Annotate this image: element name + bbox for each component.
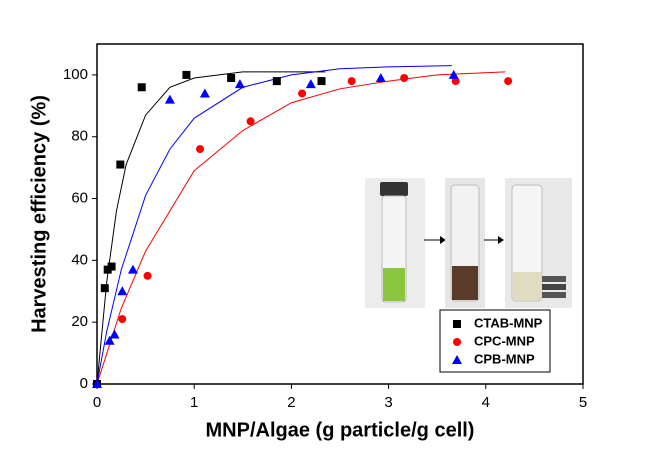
plot-frame (96, 43, 584, 385)
marker-circle (451, 77, 460, 86)
x-tick-label: 2 (287, 394, 295, 411)
marker-circle (400, 74, 409, 82)
marker-square (116, 160, 125, 169)
marker-circle (143, 271, 152, 280)
marker-square (317, 77, 326, 86)
y-tick-label: 40 (71, 251, 88, 268)
marker-triangle (375, 73, 386, 82)
marker-triangle (305, 79, 316, 89)
y-axis-title: Harvesting efficiency (%) (28, 95, 50, 333)
marker-square (453, 320, 461, 328)
marker-circle (298, 89, 307, 98)
marker-circle (504, 77, 513, 86)
marker-triangle (117, 286, 128, 296)
y-tick-label: 80 (71, 128, 88, 145)
fit-curve (96, 65, 452, 385)
marker-circle (453, 338, 461, 346)
legend-label: CPC-MNP (474, 333, 535, 348)
x-tick-label: 1 (190, 394, 198, 411)
marker-square (227, 74, 236, 82)
marker-square (100, 284, 109, 293)
fit-curve (96, 71, 506, 385)
y-tick-label: 20 (71, 313, 88, 330)
legend-label: CPB-MNP (474, 351, 535, 366)
marker-square (182, 70, 191, 79)
x-axis-title: MNP/Algae (g particle/g cell) (206, 419, 475, 441)
marker-circle (246, 117, 255, 126)
y-tick-label: 100 (63, 66, 88, 83)
x-tick-label: 3 (384, 394, 392, 411)
marker-square (137, 83, 146, 92)
y-tick-label: 60 (71, 190, 88, 207)
x-tick-label: 4 (482, 394, 490, 411)
x-tick-label: 0 (93, 394, 101, 411)
marker-circle (196, 145, 205, 154)
marker-triangle (452, 355, 462, 364)
legend-label: CTAB-MNP (474, 315, 543, 330)
marker-triangle (199, 88, 210, 98)
x-tick-label: 5 (579, 394, 587, 411)
marker-triangle (234, 79, 245, 89)
marker-triangle (127, 264, 138, 274)
fit-curve (96, 71, 326, 385)
marker-triangle (92, 379, 102, 388)
marker-triangle (164, 94, 175, 104)
y-tick-label: 0 (80, 375, 88, 392)
marker-square (107, 262, 116, 271)
marker-square (272, 77, 281, 86)
marker-circle (347, 77, 356, 86)
marker-triangle (448, 69, 459, 79)
marker-triangle (104, 335, 115, 345)
marker-circle (118, 315, 127, 324)
marker-triangle (109, 329, 120, 339)
inset-photo (365, 178, 572, 308)
